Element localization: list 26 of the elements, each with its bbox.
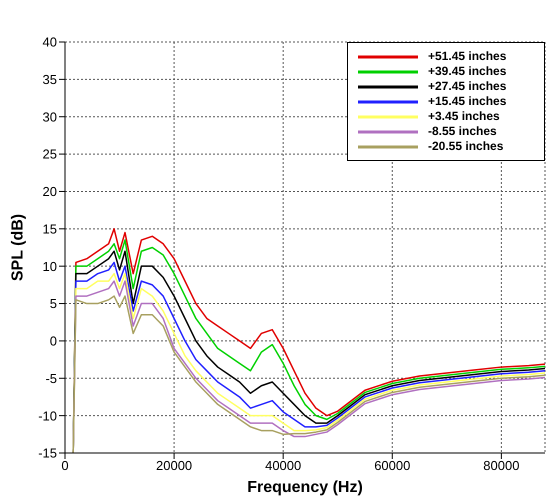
y-tick-label: -5: [45, 370, 57, 386]
legend-label: +15.45 inches: [428, 94, 506, 109]
legend-label: +27.45 inches: [428, 79, 506, 94]
legend-label: -20.55 inches: [428, 139, 504, 154]
y-tick-label: -15: [38, 446, 57, 461]
x-tick-label: 0: [61, 458, 69, 474]
y-axis-title: SPL (dB): [10, 214, 27, 282]
y-tick-label: 15: [42, 221, 57, 236]
x-tick-label: 60000: [374, 458, 410, 474]
y-tick-label: 35: [42, 72, 57, 87]
x-axis-title: Frequency (Hz): [247, 479, 363, 496]
y-tick-label: 30: [42, 109, 57, 124]
x-tick-label: 40000: [265, 458, 302, 474]
y-tick-label: -10: [38, 408, 57, 424]
x-tick-label: 80000: [483, 458, 520, 474]
legend-label: +39.45 inches: [428, 64, 506, 79]
legend-label: -8.55 inches: [428, 124, 497, 139]
legend-label: +3.45 inches: [428, 109, 500, 124]
y-tick-label: 5: [50, 296, 57, 312]
x-tick-label: 20000: [156, 458, 192, 474]
y-tick-label: 10: [42, 258, 57, 274]
y-tick-label: 25: [42, 146, 57, 162]
y-tick-label: 0: [50, 334, 57, 349]
y-tick-label: 40: [42, 34, 57, 50]
legend-label: +51.45 inches: [428, 49, 506, 64]
y-tick-label: 20: [42, 184, 57, 200]
